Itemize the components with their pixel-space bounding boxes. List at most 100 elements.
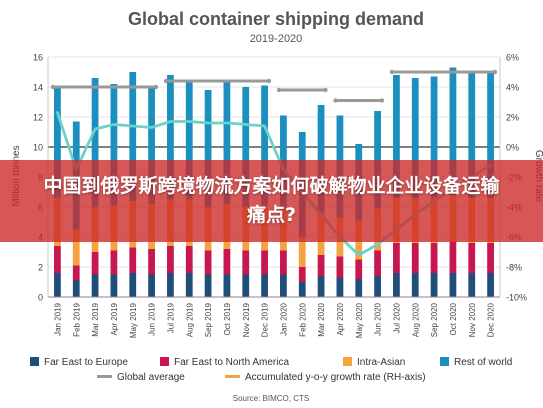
legend-swatch — [440, 357, 449, 366]
bar-segment-rest-of-world — [317, 105, 325, 213]
y-tick-label-left: 16 — [33, 53, 43, 63]
chart-title: Global container shipping demand — [128, 9, 424, 29]
x-tick-label: Jun 2020 — [374, 302, 383, 335]
bar-segment-far-east-to-north-america — [148, 249, 155, 275]
bar-segment-far-east-to-north-america — [449, 241, 457, 273]
bar-segment-far-east-to-north-america — [317, 255, 325, 276]
y-tick-label-left: 10 — [33, 143, 43, 153]
global-average-lines — [50, 69, 498, 103]
global-average-end — [379, 98, 385, 103]
bar-segment-intra-asian — [298, 237, 306, 267]
bar-segment-far-east-to-europe — [129, 273, 137, 297]
x-tick-label: Aug 2020 — [411, 302, 420, 337]
x-tick-label: Oct 2020 — [449, 302, 458, 335]
bar-segment-far-east-to-europe — [411, 273, 419, 297]
bar-segment-far-east-to-europe — [148, 274, 155, 297]
bar-segment-far-east-to-europe — [393, 273, 400, 297]
bar-segment-far-east-to-north-america — [110, 250, 118, 275]
bar-segment-far-east-to-north-america — [355, 259, 363, 279]
y-tick-label-left: 14 — [33, 83, 43, 93]
x-tick-label: Jan 2019 — [53, 302, 62, 335]
x-tick-label: May 2019 — [129, 302, 138, 338]
x-tick-label: Apr 2020 — [336, 302, 345, 335]
bar-segment-far-east-to-europe — [355, 279, 363, 297]
bar-segment-far-east-to-north-america — [261, 250, 268, 275]
bar-segment-far-east-to-north-america — [280, 250, 287, 275]
bar-segment-far-east-to-north-america — [468, 243, 476, 273]
bar-segment-rest-of-world — [430, 76, 438, 198]
y-tick-label-left: 12 — [33, 113, 43, 123]
x-tick-label: Sep 2019 — [204, 302, 213, 337]
x-tick-label: Jul 2019 — [166, 302, 175, 333]
bar-segment-far-east-to-europe — [374, 276, 381, 297]
bar-segment-far-east-to-europe — [261, 274, 268, 297]
legend-label: Far East to Europe — [44, 357, 128, 368]
bar-segment-far-east-to-europe — [185, 273, 193, 297]
bar-segment-far-east-to-north-america — [393, 243, 400, 273]
caption-overlay: 中国到俄罗斯跨境物流方案如何破解物业企业设备运输痛点? — [0, 160, 543, 242]
x-tick-label: Feb 2019 — [72, 302, 81, 336]
global-average-end — [50, 84, 56, 90]
x-tick-label: Mar 2020 — [317, 302, 326, 336]
bar-segment-rest-of-world — [91, 78, 99, 207]
legend: Far East to Europe Far East to North Amer… — [30, 357, 512, 383]
bar-segment-rest-of-world — [374, 111, 381, 209]
bar-segment-rest-of-world — [242, 87, 250, 207]
bar-segment-rest-of-world — [129, 72, 137, 201]
bar-segment-rest-of-world — [54, 87, 61, 198]
bar-segment-far-east-to-north-america — [374, 250, 381, 276]
bar-segment-far-east-to-north-america — [167, 246, 174, 273]
x-tick-label: Dec 2020 — [487, 302, 496, 337]
bar-segment-far-east-to-europe — [298, 282, 306, 297]
global-average-end — [389, 69, 395, 75]
global-average-end — [276, 87, 282, 93]
bar-segment-far-east-to-europe — [204, 274, 212, 297]
bar-segment-rest-of-world — [204, 90, 212, 207]
bar-segment-rest-of-world — [449, 67, 457, 195]
x-tick-label: Oct 2019 — [223, 302, 232, 335]
global-average-end — [333, 98, 338, 103]
bar-segment-rest-of-world — [110, 84, 118, 206]
caption-text: 中国到俄罗斯跨境物流方案如何破解物业企业设备运输痛点? — [43, 175, 500, 226]
source-note: Source: BIMCO, CTS — [233, 394, 309, 403]
bar-segment-far-east-to-europe — [72, 280, 80, 297]
bar-segment-far-east-to-europe — [317, 276, 325, 297]
bar-segment-far-east-to-north-america — [336, 256, 344, 278]
bar-segment-far-east-to-north-america — [298, 267, 306, 282]
y-tick-label-right: 2% — [506, 113, 519, 123]
bar-segment-far-east-to-europe — [468, 273, 476, 297]
bar-segment-rest-of-world — [223, 81, 231, 204]
y-tick-label-right: -10% — [506, 293, 527, 303]
bar-segment-far-east-to-north-america — [223, 249, 231, 275]
y-tick-label-right: 4% — [506, 83, 519, 93]
legend-label: Intra-Asian — [357, 357, 405, 368]
y-tick-label-right: 0% — [506, 143, 519, 153]
x-tick-label: Apr 2019 — [110, 302, 119, 335]
bar-segment-far-east-to-europe — [336, 277, 344, 297]
bar-segment-far-east-to-north-america — [129, 247, 137, 273]
bar-segment-far-east-to-north-america — [242, 250, 250, 275]
legend-label: Global average — [117, 372, 185, 383]
bar-segment-far-east-to-north-america — [204, 250, 212, 275]
bar-segment-far-east-to-europe — [223, 274, 231, 297]
global-average-end — [323, 87, 328, 93]
x-tick-label: Jan 2020 — [279, 302, 288, 335]
y-tick-label-left: 2 — [38, 263, 43, 273]
bar-segment-far-east-to-north-america — [430, 243, 438, 273]
bar-segment-rest-of-world — [185, 79, 193, 200]
chart-subtitle: 2019-2020 — [250, 33, 303, 45]
bar-segment-intra-asian — [72, 229, 80, 266]
bar-segment-far-east-to-north-america — [487, 243, 494, 273]
bar-segment-far-east-to-north-america — [185, 246, 193, 273]
bar-segment-far-east-to-north-america — [411, 243, 419, 273]
bar-segment-rest-of-world — [393, 75, 400, 198]
bar-segment-rest-of-world — [487, 70, 494, 198]
x-tick-label: May 2020 — [355, 302, 364, 338]
global-average-end — [153, 84, 159, 90]
x-tick-label: Aug 2019 — [185, 302, 194, 337]
x-tick-label: Sep 2020 — [430, 302, 439, 337]
bar-segment-rest-of-world — [261, 85, 268, 206]
legend-swatch — [343, 357, 352, 366]
bar-segment-far-east-to-europe — [54, 273, 61, 297]
global-average-end — [266, 78, 272, 84]
